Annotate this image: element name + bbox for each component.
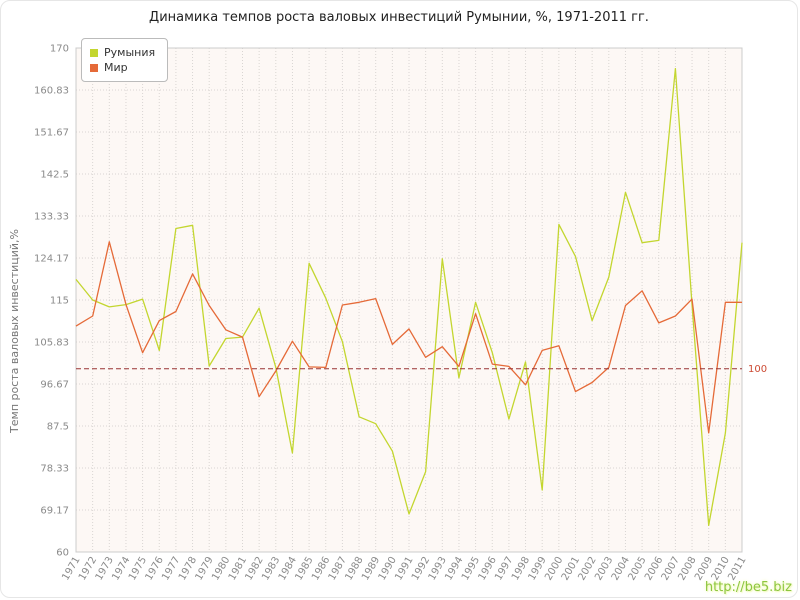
y-tick-label: 124.17 [34,253,69,264]
y-tick-label: 87.5 [47,422,69,433]
y-tick-label: 151.67 [34,127,69,138]
y-tick-label: 60 [56,548,69,559]
legend-label-world: Мир [104,61,128,74]
chart-title: Динамика темпов роста валовых инвестиций… [149,10,649,25]
series-line-world [75,241,742,434]
y-tick-label: 105.83 [34,338,69,349]
legend-label-romania: Румыния [104,46,156,59]
y-tick-label: 115 [50,296,69,307]
series-line-romania [75,67,743,527]
legend-item-romania: Румыния [90,45,155,60]
watermark-link[interactable]: http://be5.biz [704,580,792,595]
y-tick-label: 133.33 [34,212,69,223]
y-tick-label: 170 [50,44,69,55]
reference-line-label: 100 [748,364,767,375]
y-tick-label: 160.83 [34,86,69,97]
y-tick-label: 78.33 [40,464,69,475]
legend-swatch-world [90,63,98,72]
plot-border [75,47,743,553]
x-tick-label: 2011 [726,555,748,583]
y-tick-label: 96.67 [40,379,69,390]
y-tick-label: 142.5 [40,170,69,181]
legend-swatch-romania [90,48,98,57]
y-axis-title: Темп роста валовых инвестиций,% [8,229,21,433]
legend-item-world: Мир [90,60,155,75]
y-tick-label: 69.17 [40,505,69,516]
legend: Румыния Мир [81,38,169,82]
